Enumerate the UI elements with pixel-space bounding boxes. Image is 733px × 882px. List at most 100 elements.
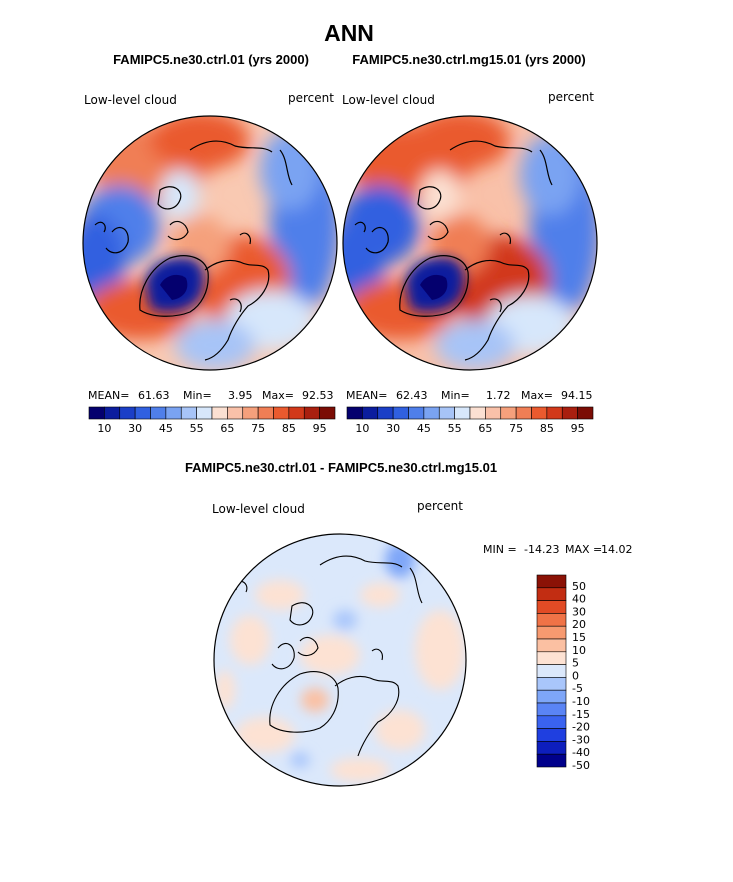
panel-b-variable-label: Low-level cloud (342, 93, 435, 107)
colorbar-swatch (288, 406, 305, 420)
panel-c-title: FAMIPC5.ne30.ctrl.01 - FAMIPC5.ne30.ctrl… (185, 460, 497, 475)
colorbar-swatch (536, 664, 567, 678)
colorbar-tick-label: 10 (355, 422, 369, 435)
colorbar-tick-label: 10 (572, 644, 586, 657)
svg-text:MEAN= 61.63 Min=: MEAN= 61.63 Min= 3.95 Max= 92.53 (88, 389, 334, 402)
panel-b-min-value: 1.72 (486, 389, 511, 402)
colorbar-swatch (546, 406, 563, 420)
panel-a-mean-label: MEAN= (88, 389, 129, 402)
colorbar-swatch (377, 406, 394, 420)
figure-title: ANN (324, 20, 374, 46)
colorbar-tick-label: 30 (572, 605, 586, 618)
colorbar-tick-label: -5 (572, 682, 583, 695)
colorbar-swatch (500, 406, 517, 420)
colorbar-tick-label: 50 (572, 580, 586, 593)
panel-c-min-label: MIN = (483, 543, 517, 556)
panel-a-mean-value: 61.63 (138, 389, 170, 402)
colorbar-swatch (536, 741, 567, 755)
colorbar-swatch (134, 406, 151, 420)
colorbar-swatch (536, 613, 567, 627)
colorbar-swatch (119, 406, 136, 420)
panel-difference: FAMIPC5.ne30.ctrl.01 - FAMIPC5.ne30.ctrl… (185, 460, 633, 787)
panel-a-min-value: 3.95 (228, 389, 253, 402)
panel-a-colorbar: 10 30 45 55 65 75 85 95 (88, 406, 336, 435)
colorbar-swatch (485, 406, 502, 420)
panel-a-max-label: Max= (262, 389, 294, 402)
colorbar-swatch (536, 677, 567, 691)
colorbar-swatch (392, 406, 409, 420)
colorbar-tick-label: -40 (572, 746, 590, 759)
colorbar-swatch (536, 715, 567, 729)
panel-c-max-value: 14.02 (601, 543, 633, 556)
panel-b-mean-label: MEAN= (346, 389, 387, 402)
colorbar-swatch (536, 753, 567, 768)
colorbar-swatch (88, 406, 105, 420)
colorbar-swatch (165, 406, 182, 420)
colorbar-swatch (423, 406, 440, 420)
panel-c-variable-label: Low-level cloud (212, 502, 305, 516)
colorbar-tick-label: 45 (159, 422, 173, 435)
colorbar-swatch (362, 406, 379, 420)
colorbar-tick-label: 15 (572, 631, 586, 644)
colorbar-tick-label: 75 (251, 422, 265, 435)
colorbar-tick-label: -30 (572, 733, 590, 746)
colorbar-tick-label: -20 (572, 721, 590, 734)
panel-c-min-value: -14.23 (524, 543, 559, 556)
colorbar-tick-label: 30 (128, 422, 142, 435)
colorbar-swatch (536, 702, 567, 717)
panel-b-map-field (343, 116, 597, 370)
colorbar-tick-label: 45 (417, 422, 431, 435)
colorbar-tick-label: 95 (571, 422, 585, 435)
colorbar-tick-label: 95 (313, 422, 327, 435)
svg-text:MIN = -14.23 MAX =: MIN = -14.23 MAX = 14.02 (483, 543, 633, 556)
panel-control: FAMIPC5.ne30.ctrl.01 (yrs 2000) Low-leve… (82, 52, 338, 435)
colorbar-tick-label: 40 (572, 593, 586, 606)
colorbar-swatch (454, 406, 471, 420)
colorbar-swatch (227, 406, 244, 420)
panel-a-units-label: percent (288, 91, 334, 105)
panel-b-max-label: Max= (521, 389, 553, 402)
colorbar-tick-label: 5 (572, 657, 579, 670)
colorbar-swatch (242, 406, 259, 420)
panel-c-map-field (214, 534, 466, 786)
panel-b-title: FAMIPC5.ne30.ctrl.mg15.01 (yrs 2000) (352, 52, 585, 67)
colorbar-tick-label: 55 (448, 422, 462, 435)
colorbar-swatch (531, 406, 548, 420)
panel-b-min-label: Min= (441, 389, 470, 402)
colorbar-swatch (536, 651, 567, 665)
colorbar-swatch (536, 574, 567, 589)
colorbar-tick-label: 20 (572, 618, 586, 631)
colorbar-tick-label: 10 (97, 422, 111, 435)
colorbar-swatch (346, 406, 363, 420)
colorbar-tick-label: 65 (220, 422, 234, 435)
panel-c-max-label: MAX = (565, 543, 602, 556)
colorbar-swatch (536, 600, 567, 614)
panel-b-max-value: 94.15 (561, 389, 593, 402)
panel-a-variable-label: Low-level cloud (84, 93, 177, 107)
svg-text:MEAN= 62.43 Min=: MEAN= 62.43 Min= 1.72 Max= 94.15 (346, 389, 593, 402)
colorbar-tick-label: 65 (478, 422, 492, 435)
colorbar-swatch (196, 406, 213, 420)
colorbar-tick-label: -15 (572, 708, 590, 721)
colorbar-tick-label: 75 (509, 422, 523, 435)
colorbar-swatch (536, 625, 567, 640)
colorbar-swatch (536, 587, 567, 601)
panel-b-units-label: percent (548, 90, 594, 104)
colorbar-swatch (180, 406, 197, 420)
colorbar-swatch (536, 638, 567, 653)
colorbar-tick-label: 55 (190, 422, 204, 435)
colorbar-tick-label: 30 (386, 422, 400, 435)
panel-b-mean-value: 62.43 (396, 389, 428, 402)
colorbar-tick-label: -10 (572, 695, 590, 708)
colorbar-tick-label: 85 (540, 422, 554, 435)
panel-a-map-field (83, 116, 337, 370)
colorbar-swatch (536, 728, 567, 742)
panel-a-title: FAMIPC5.ne30.ctrl.01 (yrs 2000) (113, 52, 309, 67)
colorbar-swatch (408, 406, 425, 420)
colorbar-swatch (257, 406, 274, 420)
colorbar-swatch (150, 406, 167, 420)
colorbar-swatch (273, 406, 290, 420)
colorbar-swatch (319, 406, 336, 420)
